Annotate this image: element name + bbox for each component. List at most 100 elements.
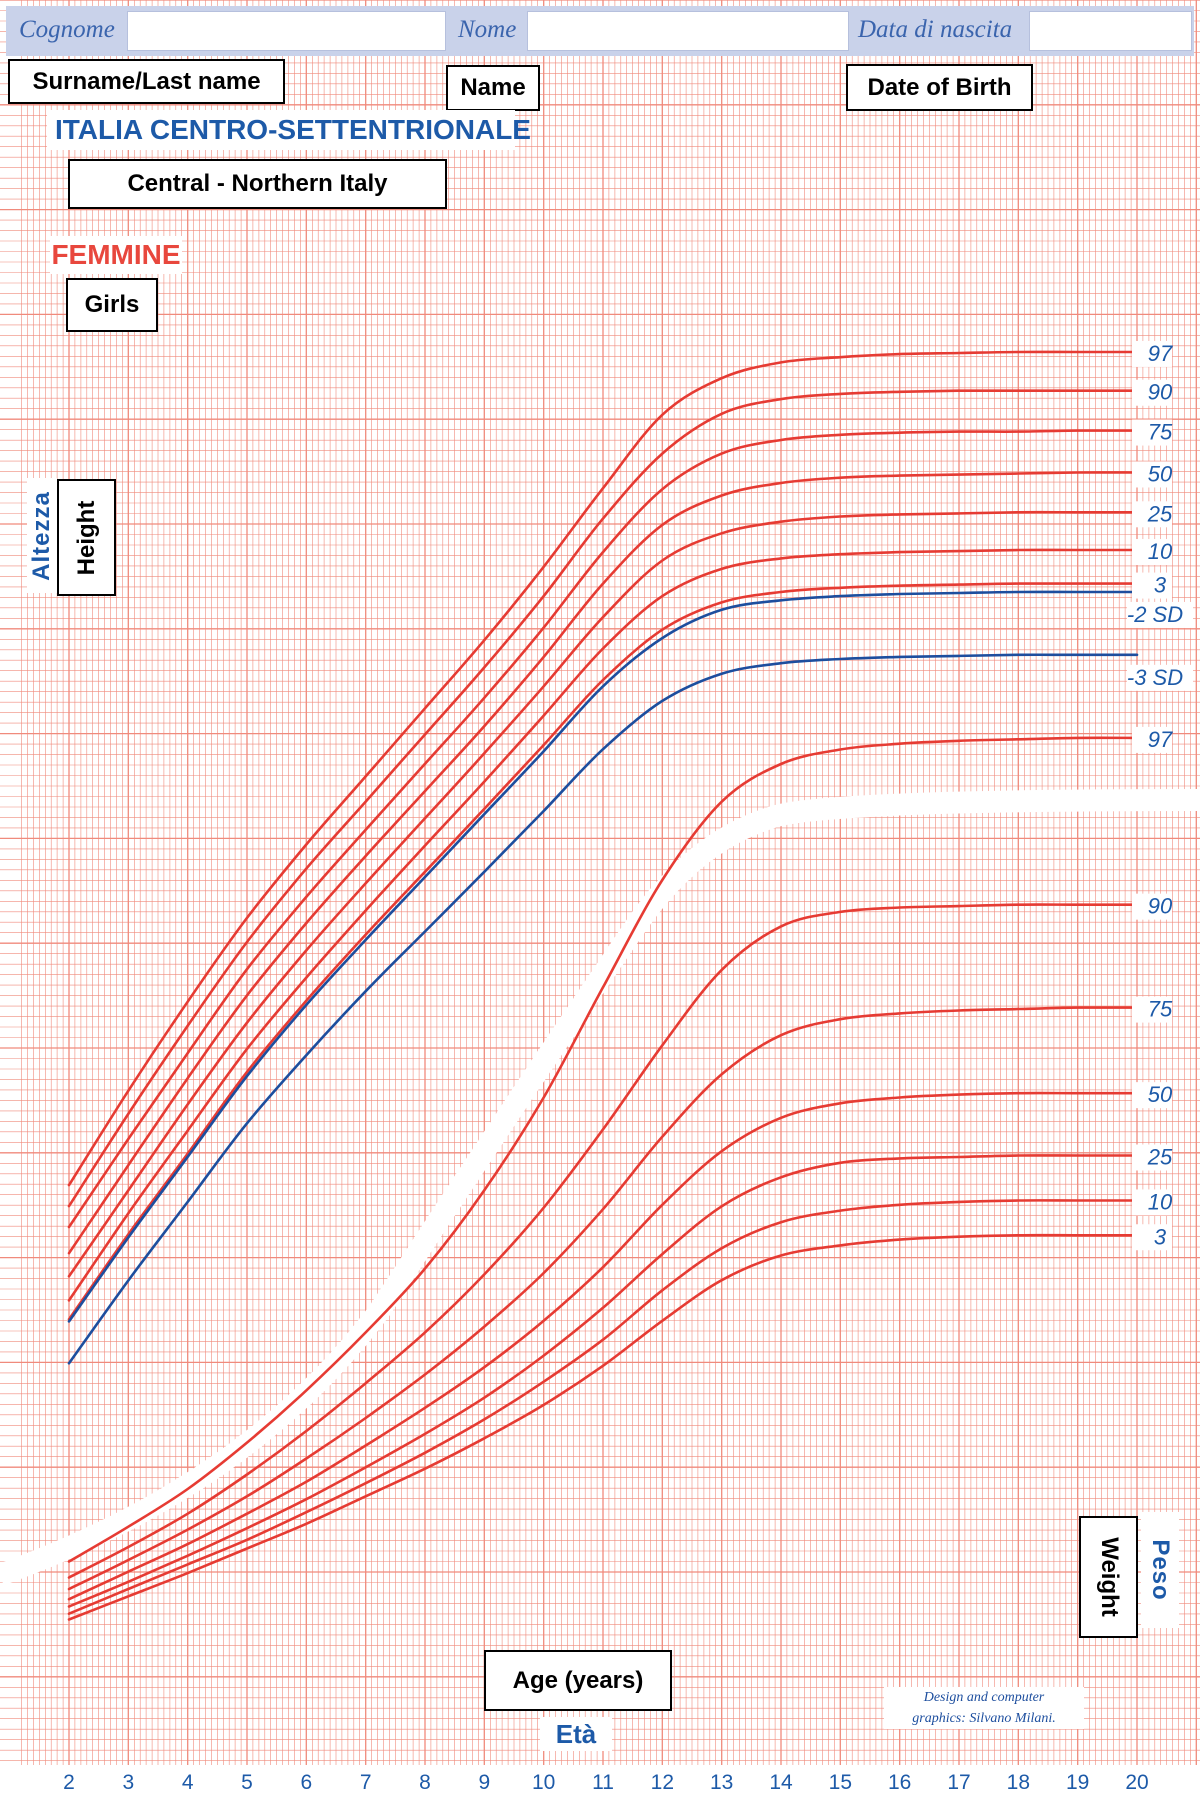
weight-label-bg-50 [1132,1082,1172,1109]
x-tick-label: 14 [769,1771,793,1794]
girls-label: Girls [66,278,158,332]
dob-input[interactable] [1029,11,1192,51]
weight-curve-75 [67,1006,1139,1591]
x-tick-label: 7 [360,1771,372,1794]
height-label-25: 25 [1147,501,1173,526]
dob-label: Data di nascita [858,16,1013,43]
x-tick-label: 6 [300,1771,312,1794]
height-label-bg-90 [1132,379,1172,406]
weight-curve-10 [67,1199,1139,1615]
chart-curves [67,350,1139,1621]
weight-label-75: 75 [1148,997,1173,1022]
height-label-90: 90 [1148,380,1173,405]
height-label-bg-3-sd [1127,664,1193,691]
curve-labels: 97 90 75 50 25 10 3 -2 SD -3 SD 97 90 75 50 25 10 3 [1127,340,1193,1251]
weight-english-text: Weight [1095,1537,1123,1617]
name-label: Nome [458,16,517,43]
surname-english-label: Surname/Last name [8,59,285,104]
x-tick-label: 20 [1125,1771,1148,1794]
weight-label-90: 90 [1148,894,1173,919]
weight-label-50: 50 [1148,1082,1173,1107]
patient-header: Cognome Nome Data di nascita [6,6,1194,56]
x-axis-ticks: 2 3 4 5 6 7 8 9 10 11 12 13 14 15 16 17 18 19 20 [63,1771,1149,1794]
height-italian-text: Altezza [28,490,55,581]
weight-label-3: 3 [1154,1224,1167,1249]
surname-input[interactable] [127,11,446,51]
panel-divider [0,789,1200,1586]
weight-italian-label: Peso [1141,1512,1179,1628]
height-curve-10 [67,548,1139,1302]
weight-english-label: Weight [1079,1516,1138,1638]
age-italian-label: Età [540,1717,612,1751]
weight-label-bg-25 [1132,1144,1172,1171]
height-curve-3 [67,582,1139,1321]
height-label-75: 75 [1148,420,1173,445]
x-axis-band [0,1765,1200,1794]
height-label-bg-97 [1132,340,1172,367]
credit-line-2: graphics: Silvano Milani. [912,1711,1056,1726]
age-english-label: Age (years) [484,1650,672,1711]
height-label-bg-3 [1132,572,1172,599]
region-english-label: Central - Northern Italy [68,159,447,209]
weight-curve-50 [67,1091,1139,1601]
weight-label-bg-75 [1132,996,1172,1023]
height-label-bg-50 [1132,461,1172,488]
height-label-3-sd: -3 SD [1127,665,1183,690]
height-english-text: Height [72,500,100,575]
x-tick-label: 8 [419,1771,431,1794]
weight-label-10: 10 [1148,1189,1173,1214]
weight-curve-97 [67,736,1139,1563]
x-tick-label: 16 [888,1771,911,1794]
x-tick-label: 5 [241,1771,253,1794]
weight-label-97: 97 [1148,727,1173,752]
weight-label-bg-90 [1132,893,1172,920]
height-italian-label: Altezza [27,478,57,593]
height-label-bg-10 [1132,539,1172,566]
x-tick-label: 3 [122,1771,134,1794]
x-tick-label: 13 [710,1771,733,1794]
x-tick-label: 11 [592,1771,614,1794]
credit-line-1: Design and computer [923,1690,1045,1705]
x-tick-label: 10 [532,1771,555,1794]
weight-curve-3 [67,1233,1139,1621]
height-label-2-sd: -2 SD [1127,602,1183,627]
height-label-bg-2-sd [1127,601,1193,628]
height-curve-97 [67,350,1139,1187]
region-title: ITALIA CENTRO-SETTENTRIONALE [47,110,531,150]
x-tick-label: 9 [478,1771,490,1794]
weight-label-bg-3 [1132,1224,1172,1251]
x-tick-label: 2 [63,1771,75,1794]
x-tick-label: 17 [947,1771,970,1794]
height-label-10: 10 [1148,539,1173,564]
height-label-97: 97 [1148,341,1173,366]
weight-label-25: 25 [1147,1145,1173,1170]
height-label-50: 50 [1148,461,1173,486]
x-tick-label: 4 [182,1771,194,1794]
dob-english-label: Date of Birth [846,64,1033,111]
height-curve-2-sd [67,590,1139,1323]
name-english-label: Name [446,65,540,111]
weight-label-bg-97 [1132,726,1172,753]
height-curve-50 [67,471,1139,1255]
weight-curve-25 [67,1154,1139,1608]
name-input[interactable] [527,11,849,51]
x-tick-label: 15 [829,1771,852,1794]
height-label-bg-75 [1132,419,1172,446]
height-label-bg-25 [1132,501,1172,528]
height-label-3: 3 [1154,573,1167,598]
x-tick-label: 19 [1066,1771,1089,1794]
x-tick-label: 12 [651,1771,674,1794]
height-curve-75 [67,429,1139,1229]
weight-curve-90 [67,903,1139,1579]
height-curve-90 [67,389,1139,1208]
height-english-label: Height [57,479,116,596]
weight-italian-text: Peso [1147,1539,1174,1601]
design-credit: Design and computer graphics: Silvano Mi… [884,1687,1084,1729]
x-tick-label: 18 [1007,1771,1030,1794]
weight-label-bg-10 [1132,1189,1172,1216]
height-curve-3-sd [67,653,1139,1365]
height-curve-25 [67,510,1139,1278]
surname-label: Cognome [19,16,115,43]
sex-title: FEMMINE [50,236,182,274]
